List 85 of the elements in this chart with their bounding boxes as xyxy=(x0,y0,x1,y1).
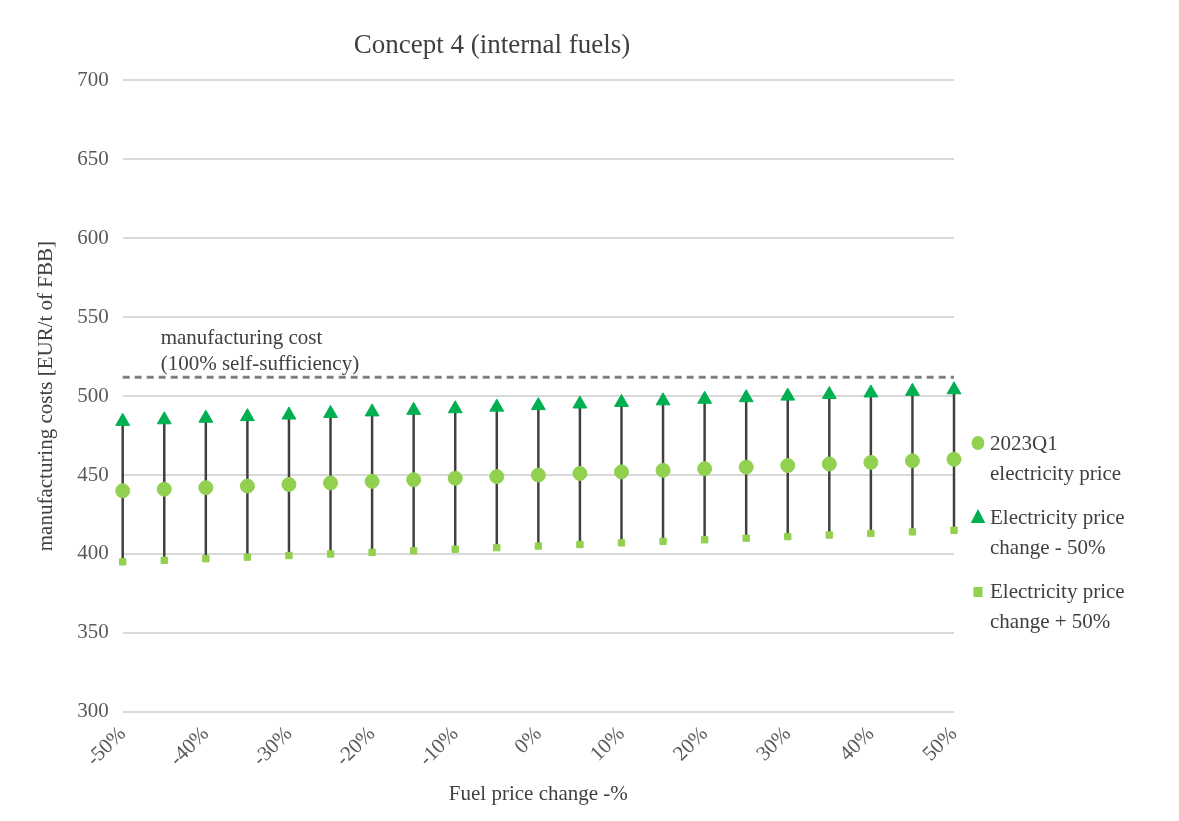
point xyxy=(119,558,127,566)
point xyxy=(697,390,713,404)
point xyxy=(239,478,255,494)
point xyxy=(323,404,338,418)
point xyxy=(530,467,546,483)
point xyxy=(700,536,709,544)
ref-line-label: manufacturing cost (100% self-sufficiency) xyxy=(160,325,360,376)
y-tick-label: 350 xyxy=(77,619,109,644)
point xyxy=(946,381,962,395)
y-tick-label: 450 xyxy=(77,461,109,486)
point xyxy=(326,550,335,558)
point xyxy=(447,400,463,414)
legend-label: Electricity price change + 50% xyxy=(989,578,1126,635)
point xyxy=(281,477,297,493)
point xyxy=(493,543,501,552)
point xyxy=(950,526,958,534)
point xyxy=(904,453,920,469)
x-axis-title: Fuel price change -% xyxy=(448,780,628,805)
legend-label: 2023Q1 electricity price xyxy=(989,430,1123,487)
point xyxy=(489,398,505,412)
x-tick-label: 0% xyxy=(509,721,546,758)
point xyxy=(821,386,837,400)
y-tick-label: 300 xyxy=(77,698,109,723)
point xyxy=(534,542,543,550)
point xyxy=(738,389,754,403)
chart-title: Concept 4 (internal fuels) xyxy=(353,29,631,60)
x-tick-label: 30% xyxy=(750,721,796,766)
y-axis-title: manufacturing costs [EUR/t of FBB] xyxy=(33,240,58,552)
point xyxy=(160,556,168,564)
legend-label: Electricity price change - 50% xyxy=(989,504,1126,561)
point xyxy=(825,531,833,539)
point xyxy=(530,397,546,411)
point xyxy=(572,465,588,481)
x-tick-label: 40% xyxy=(834,721,879,766)
point xyxy=(655,462,671,478)
point xyxy=(742,534,750,542)
point xyxy=(364,473,380,489)
point xyxy=(863,454,879,470)
point xyxy=(198,409,214,423)
point xyxy=(156,411,172,425)
point xyxy=(905,382,920,396)
point xyxy=(908,528,917,536)
point xyxy=(364,403,380,417)
point xyxy=(784,532,792,541)
point xyxy=(202,555,210,563)
point xyxy=(451,545,459,553)
point xyxy=(572,395,588,409)
point xyxy=(738,459,754,475)
point xyxy=(617,539,626,547)
point xyxy=(323,475,339,491)
point xyxy=(198,480,214,496)
x-tick-label: 50% xyxy=(917,721,962,766)
point xyxy=(659,537,667,546)
point xyxy=(780,387,796,401)
point xyxy=(409,547,418,555)
point xyxy=(613,464,629,480)
point xyxy=(406,401,422,415)
y-tick-label: 600 xyxy=(77,224,109,249)
point xyxy=(115,483,131,499)
point xyxy=(655,392,671,406)
point xyxy=(489,469,505,485)
y-tick-label: 650 xyxy=(77,145,109,170)
point xyxy=(576,540,584,549)
point xyxy=(368,548,376,557)
point xyxy=(867,529,875,538)
point xyxy=(821,456,837,472)
y-tick-label: 700 xyxy=(77,66,109,91)
point xyxy=(697,461,713,477)
point xyxy=(239,408,255,422)
point xyxy=(447,470,463,486)
y-tick-label: 550 xyxy=(77,303,109,328)
y-tick-label: 500 xyxy=(77,382,109,407)
x-tick-label: 20% xyxy=(667,721,713,766)
point xyxy=(243,553,252,561)
y-tick-label: 400 xyxy=(77,540,109,565)
point xyxy=(156,481,172,497)
x-tick-label: 10% xyxy=(584,721,629,766)
point xyxy=(780,458,796,474)
point xyxy=(281,406,297,420)
point xyxy=(863,384,879,398)
point xyxy=(614,393,629,407)
point xyxy=(285,551,293,560)
point xyxy=(115,412,131,426)
point xyxy=(946,451,962,467)
point xyxy=(406,472,422,488)
